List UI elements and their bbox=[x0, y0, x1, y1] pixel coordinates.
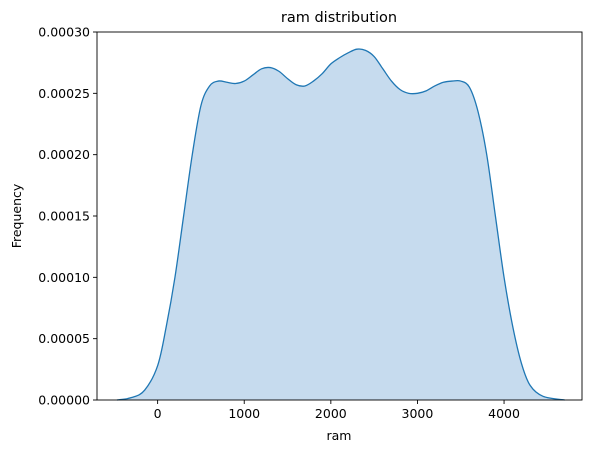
x-tick-label: 2000 bbox=[315, 406, 347, 421]
density-line bbox=[116, 48, 565, 401]
y-axis: 0.00000 0.00005 0.00010 0.00015 0.00020 0.000… bbox=[38, 25, 97, 408]
density-area bbox=[116, 49, 565, 401]
x-axis: 0 1000 2000 3000 4000 bbox=[154, 400, 520, 421]
chart-title: ram distribution bbox=[281, 10, 397, 26]
y-tick-label: 0.00005 bbox=[38, 331, 90, 346]
x-tick-label: 0 bbox=[154, 406, 162, 421]
y-tick-label: 0.00025 bbox=[38, 86, 90, 101]
y-axis-title: Frequency bbox=[9, 183, 24, 248]
y-tick-label: 0.00015 bbox=[38, 209, 90, 224]
y-tick-label: 0.00010 bbox=[38, 270, 90, 285]
x-axis-title: ram bbox=[327, 428, 352, 443]
x-tick-label: 3000 bbox=[402, 406, 434, 421]
y-tick-label: 0.00020 bbox=[38, 147, 90, 162]
x-tick-label: 1000 bbox=[228, 406, 260, 421]
x-tick-label: 4000 bbox=[488, 406, 520, 421]
y-tick-label: 0.00000 bbox=[38, 393, 90, 408]
plot-area bbox=[96, 31, 583, 401]
y-tick-label: 0.00030 bbox=[38, 25, 90, 40]
